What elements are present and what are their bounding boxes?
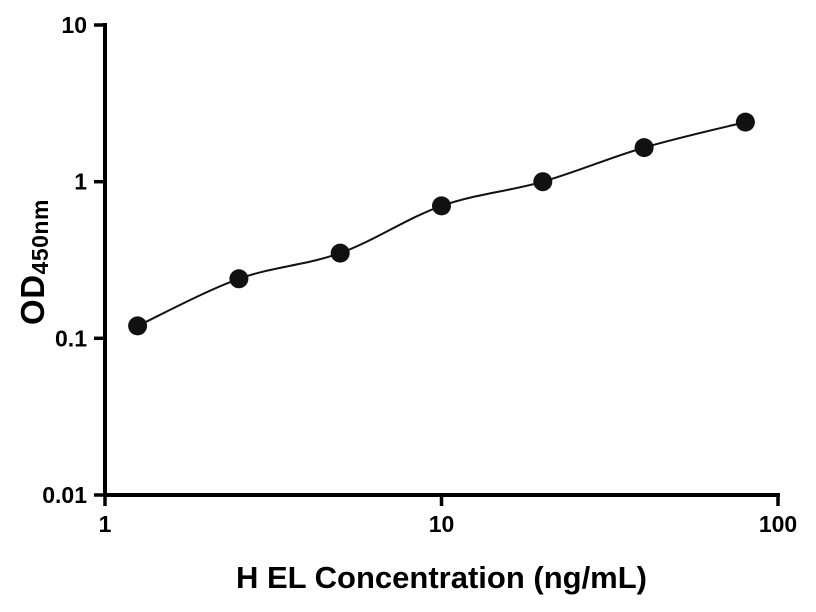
y-tick-label: 0.01 xyxy=(42,482,87,508)
y-axis-label-sub: 450nm xyxy=(27,199,53,275)
y-tick-label: 10 xyxy=(61,12,87,38)
y-axis-label-main: OD xyxy=(14,274,51,325)
data-point-5 xyxy=(330,243,350,263)
fit-curve xyxy=(137,121,746,327)
y-tick-label: 1 xyxy=(74,169,87,195)
x-tick-label: 1 xyxy=(99,511,112,537)
x-axis-label: H EL Concentration (ng/mL) xyxy=(235,560,648,595)
x-tick-label: 100 xyxy=(759,511,797,537)
data-point-20 xyxy=(533,172,553,192)
data-point-2.5 xyxy=(229,269,249,289)
data-point-40 xyxy=(634,138,654,158)
data-point-10 xyxy=(432,196,451,216)
y-axis-label: OD450nm xyxy=(14,199,54,325)
y-tick-label: 0.1 xyxy=(55,325,87,351)
x-tick-label: 10 xyxy=(429,511,455,537)
data-point-1.25 xyxy=(128,316,148,336)
data-point-80 xyxy=(735,112,755,132)
